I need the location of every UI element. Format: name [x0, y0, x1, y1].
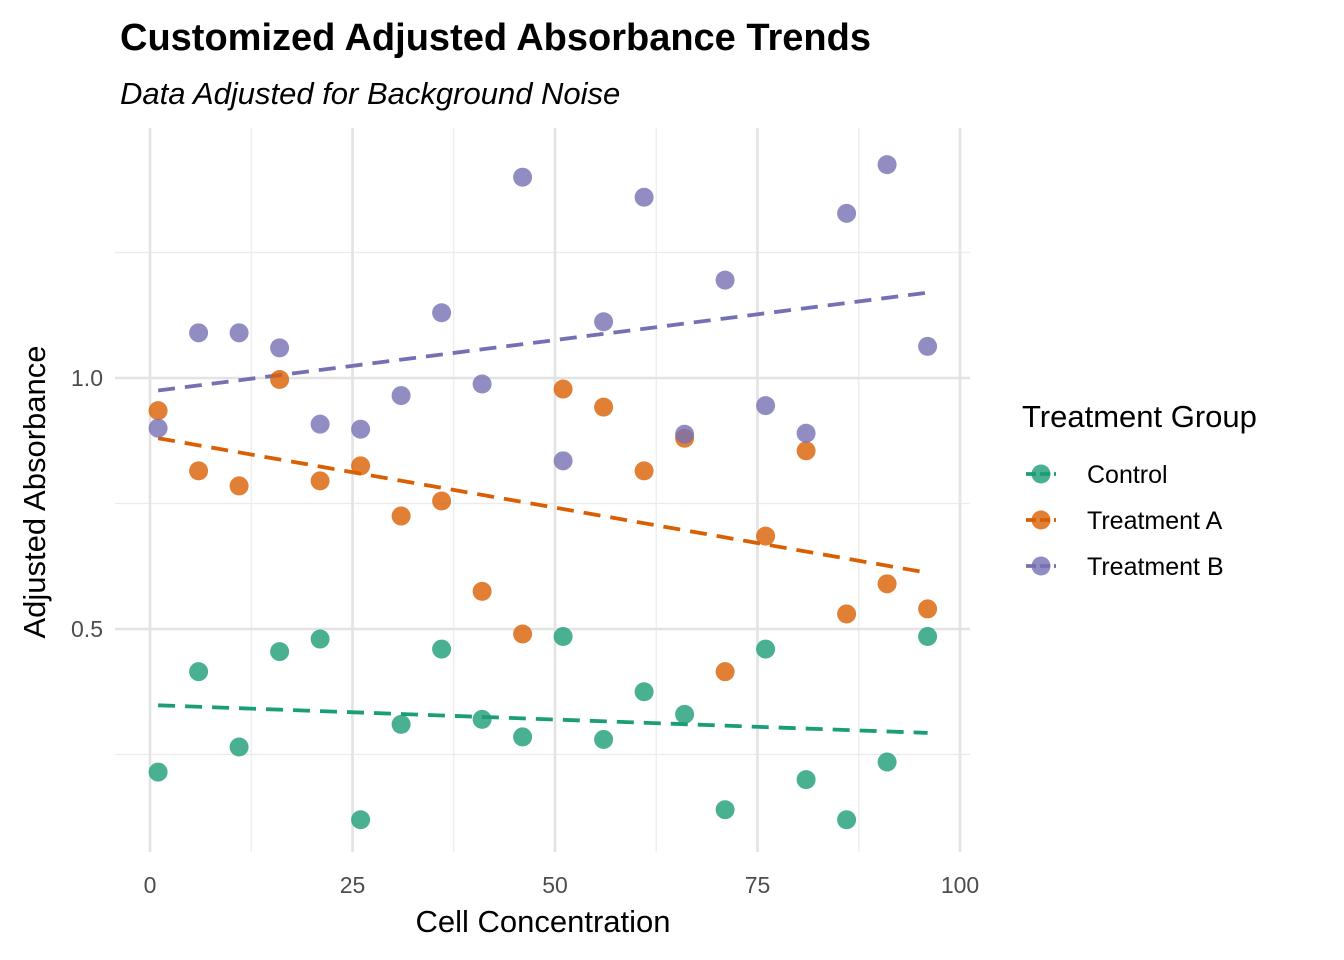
point-treatment-b: [513, 167, 533, 187]
point-treatment-b: [837, 203, 857, 223]
legend-label: Treatment A: [1087, 507, 1223, 535]
point-control: [310, 629, 330, 649]
point-control: [837, 810, 857, 830]
point-control: [229, 737, 249, 757]
point-treatment-b: [877, 155, 897, 175]
legend-items: Control Treatment A Treatment B: [1026, 461, 1224, 581]
point-treatment-a: [634, 461, 654, 481]
y-tick-label: 1.0: [71, 365, 103, 391]
legend-point-key: [1031, 510, 1051, 530]
y-axis-ticks: 0.5 1.0: [71, 365, 103, 642]
legend: Treatment Group Control Treatment A Treatm…: [1022, 399, 1257, 581]
point-treatment-a: [391, 506, 411, 526]
point-treatment-b: [148, 418, 168, 438]
point-control: [513, 727, 533, 747]
point-treatment-a: [513, 624, 533, 644]
point-treatment-b: [432, 303, 452, 323]
point-treatment-a: [756, 526, 776, 546]
point-control: [432, 639, 452, 659]
point-treatment-b: [189, 323, 209, 343]
point-treatment-b: [918, 336, 938, 356]
x-tick-label: 100: [941, 872, 979, 898]
point-treatment-a: [837, 604, 857, 624]
point-treatment-b: [351, 419, 371, 439]
point-treatment-a: [432, 491, 452, 511]
point-control: [877, 752, 897, 772]
point-treatment-a: [918, 599, 938, 619]
x-tick-label: 25: [340, 872, 366, 898]
point-control: [189, 662, 209, 682]
point-treatment-b: [391, 386, 411, 406]
x-tick-label: 50: [542, 872, 568, 898]
point-control: [634, 682, 654, 702]
point-treatment-a: [189, 461, 209, 481]
point-treatment-a: [148, 401, 168, 421]
legend-label: Treatment B: [1087, 553, 1224, 581]
point-control: [675, 704, 695, 724]
point-control: [391, 714, 411, 734]
point-treatment-b: [594, 312, 614, 332]
legend-label: Control: [1087, 461, 1168, 489]
point-control: [918, 627, 938, 647]
point-treatment-a: [553, 379, 573, 399]
point-treatment-a: [715, 662, 735, 682]
point-control: [472, 709, 492, 729]
y-tick-label: 0.5: [71, 616, 103, 642]
trend-line-control: [158, 703, 928, 735]
point-treatment-b: [472, 374, 492, 394]
point-treatment-a: [796, 441, 816, 461]
point-treatment-b: [553, 451, 573, 471]
point-treatment-a: [270, 370, 290, 390]
y-axis-title: Adjusted Absorbance: [17, 346, 52, 639]
legend-point-key: [1031, 556, 1051, 576]
point-control: [270, 642, 290, 662]
trend-lines: [157, 290, 928, 735]
point-control: [594, 729, 614, 749]
point-control: [351, 810, 371, 830]
point-treatment-a: [351, 456, 371, 476]
point-treatment-a: [594, 397, 614, 417]
point-treatment-b: [270, 338, 290, 358]
point-treatment-b: [756, 396, 776, 416]
legend-item: Treatment B: [1026, 553, 1224, 581]
point-treatment-b: [310, 414, 330, 434]
point-treatment-b: [715, 270, 735, 290]
point-treatment-b: [675, 424, 695, 444]
point-control: [553, 627, 573, 647]
point-control: [756, 639, 776, 659]
legend-item: Control: [1026, 461, 1168, 489]
point-treatment-a: [877, 574, 897, 594]
data-points: [148, 155, 938, 830]
point-treatment-b: [229, 323, 249, 343]
point-treatment-b: [634, 187, 654, 207]
x-axis-ticks: 0 25 50 75 100: [144, 872, 980, 898]
x-axis-title: Cell Concentration: [415, 904, 670, 939]
legend-item: Treatment A: [1026, 507, 1223, 535]
point-treatment-a: [229, 476, 249, 496]
point-treatment-a: [472, 581, 492, 601]
point-treatment-b: [796, 423, 816, 443]
legend-title: Treatment Group: [1022, 399, 1257, 434]
point-treatment-a: [310, 471, 330, 491]
plot-grid: [115, 128, 970, 852]
point-control: [796, 770, 816, 790]
legend-point-key: [1031, 464, 1051, 484]
point-control: [715, 800, 735, 820]
chart-subtitle: Data Adjusted for Background Noise: [120, 76, 620, 111]
trend-line-treatment-b: [157, 290, 928, 393]
point-control: [148, 762, 168, 782]
trend-line-treatment-a: [157, 436, 928, 575]
x-tick-label: 75: [745, 872, 771, 898]
x-tick-label: 0: [144, 872, 157, 898]
chart-title: Customized Adjusted Absorbance Trends: [120, 17, 871, 59]
